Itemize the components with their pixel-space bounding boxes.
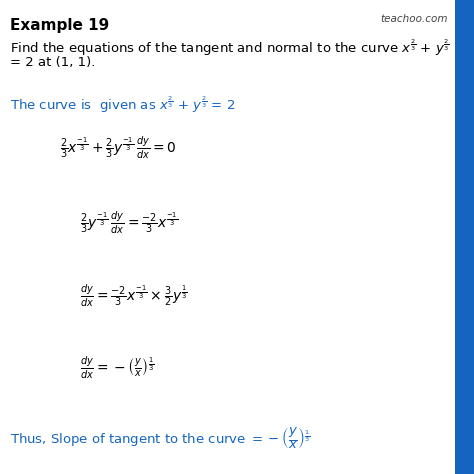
Text: Thus, Slope of tangent to the curve $= -\left(\dfrac{y}{x}\right)^{\frac{1}{3}}$: Thus, Slope of tangent to the curve $= -… — [10, 425, 310, 451]
Text: $\frac{dy}{dx}=-\left(\frac{y}{x}\right)^{\frac{1}{3}}$: $\frac{dy}{dx}=-\left(\frac{y}{x}\right)… — [80, 355, 155, 382]
Text: $\frac{dy}{dx}=\frac{-2}{3}x^{\frac{-1}{3}}\times\frac{3}{2}y^{\frac{1}{3}}$: $\frac{dy}{dx}=\frac{-2}{3}x^{\frac{-1}{… — [80, 283, 187, 310]
Text: $\frac{2}{3}y^{\frac{-1}{3}}\,\frac{dy}{dx}=\frac{-2}{3}x^{\frac{-1}{3}}$: $\frac{2}{3}y^{\frac{-1}{3}}\,\frac{dy}{… — [80, 210, 178, 237]
Text: $\frac{2}{3}x^{\frac{-1}{3}}+\frac{2}{3}y^{\frac{-1}{3}}\,\frac{dy}{dx}=0$: $\frac{2}{3}x^{\frac{-1}{3}}+\frac{2}{3}… — [60, 135, 177, 162]
Text: The curve is  given as $x^{\frac{2}{3}}$ + $y^{\frac{2}{3}}$ = 2: The curve is given as $x^{\frac{2}{3}}$ … — [10, 95, 236, 115]
Bar — [455, 0, 474, 474]
Text: Find the equations of the tangent and normal to the curve $x^{\frac{2}{3}}$ + $y: Find the equations of the tangent and no… — [10, 38, 450, 58]
Text: = 2 at (1, 1).: = 2 at (1, 1). — [10, 56, 95, 69]
Text: Example 19: Example 19 — [10, 18, 109, 33]
Text: teachoo.com: teachoo.com — [381, 14, 448, 24]
